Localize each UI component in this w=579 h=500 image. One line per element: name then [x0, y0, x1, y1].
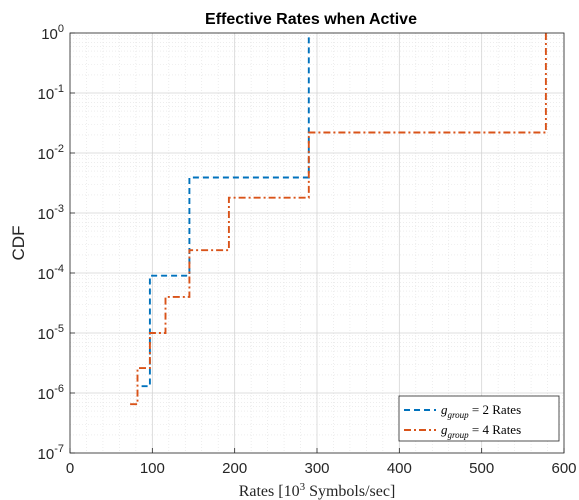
y-tick-label: 10-2: [38, 143, 64, 163]
x-axis-label: Rates [103 Symbols/sec]: [239, 481, 396, 500]
y-tick-label: 10-5: [38, 323, 64, 343]
x-tick-label: 500: [469, 460, 494, 477]
series-layer: [130, 33, 547, 406]
legend-box: [398, 395, 560, 442]
y-tick-label: 100: [41, 23, 64, 43]
y-tick-label: 10-3: [38, 203, 64, 223]
x-tick-label: 400: [387, 460, 412, 477]
x-axis-label-pre: Rates [10: [239, 483, 300, 500]
legend: ggroup = 2 Rates ggroup = 4 Rates: [398, 395, 560, 442]
legend-label-series-1: ggroup = 2 Rates: [441, 402, 521, 420]
y-tick-label: 10-1: [38, 83, 64, 103]
x-tick-label: 600: [551, 460, 576, 477]
x-tick-label: 200: [222, 460, 247, 477]
y-tick-label: 10-7: [38, 443, 64, 463]
x-tick-label: 300: [304, 460, 329, 477]
y-axis-label: CDF: [9, 226, 28, 261]
x-axis-ticks: 0 100 200 300 400 500 600: [66, 448, 577, 477]
x-tick-label: 100: [140, 460, 165, 477]
y-tick-label: 10-4: [38, 263, 64, 283]
grid: [69, 32, 565, 454]
legend-label-series-2: ggroup = 4 Rates: [441, 422, 521, 440]
x-axis-label-sup: 3: [300, 481, 306, 493]
y-tick-label: 10-6: [38, 383, 64, 403]
series-line-2: [130, 33, 547, 406]
x-tick-label: 0: [66, 460, 74, 477]
chart-title: Effective Rates when Active: [205, 11, 417, 28]
x-axis-label-post: Symbols/sec]: [305, 483, 395, 500]
y-axis-ticks: 10-7 10-6 10-5 10-4 10-3 10-2 10-1 100: [38, 23, 75, 463]
